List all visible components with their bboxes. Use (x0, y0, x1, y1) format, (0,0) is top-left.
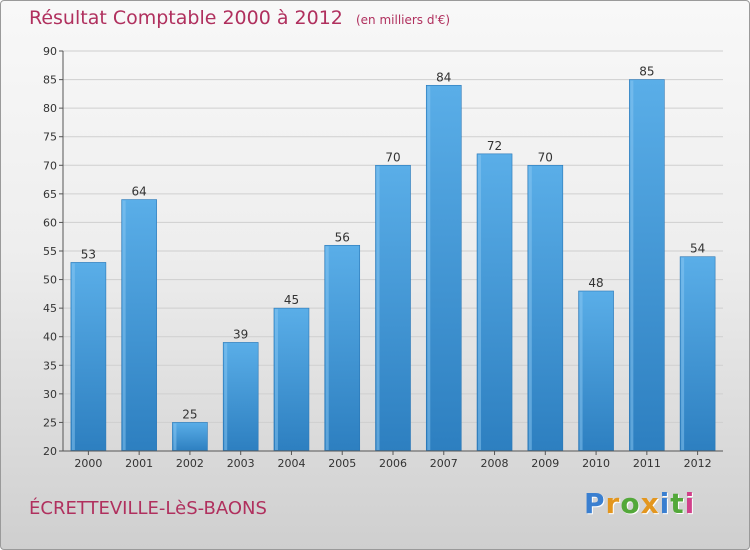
commune-name: ÉCRETTEVILLE-LèS-BAONS (29, 498, 267, 519)
bar (476, 153, 513, 452)
bar (578, 290, 614, 452)
y-tick-label: 90 (43, 45, 57, 58)
chart-title-block: Résultat Comptable 2000 à 2012 (en milli… (29, 7, 450, 29)
bar-highlight (376, 166, 380, 451)
data-label: 72 (487, 139, 502, 153)
data-labels: 53 64 25 39 45 56 70 84 72 70 48 85 54 (81, 65, 706, 422)
data-label: 56 (335, 230, 350, 244)
proxiti-logo: Proxiti (584, 487, 695, 520)
logo-letter: o (620, 487, 641, 520)
bars (70, 79, 716, 452)
data-label: 25 (182, 407, 197, 421)
data-label: 70 (385, 150, 400, 164)
data-label: 53 (81, 247, 96, 261)
logo-letter: P (584, 487, 606, 520)
bar (273, 307, 310, 452)
y-tick-label: 85 (43, 74, 57, 87)
data-label: 84 (436, 70, 451, 84)
data-label: 48 (588, 276, 603, 290)
logo-letter: t (670, 487, 685, 520)
x-tick-label: 2005 (328, 457, 356, 470)
x-tick-label: 2004 (277, 457, 305, 470)
y-tick-label: 80 (43, 102, 57, 115)
y-tick-label: 40 (43, 331, 57, 344)
bar-highlight (274, 309, 278, 450)
x-tick-label: 2006 (379, 457, 407, 470)
bar-highlight (427, 86, 431, 451)
bar (679, 256, 716, 452)
bar-highlight (681, 257, 685, 450)
chart-title: Résultat Comptable 2000 à 2012 (29, 7, 343, 29)
axes: 20 25 30 35 40 45 50 55 60 65 70 75 80 85 90 2000 2001 20… (43, 45, 723, 470)
bar (527, 164, 564, 452)
x-tick-label: 2002 (176, 457, 204, 470)
data-label: 64 (132, 185, 147, 199)
x-tick-label: 2001 (125, 457, 153, 470)
x-tick-label: 2011 (633, 457, 661, 470)
bar-highlight (71, 263, 75, 450)
x-tick-label: 2010 (582, 457, 610, 470)
bar (324, 244, 361, 452)
y-tick-label: 20 (43, 445, 57, 458)
bar-highlight (478, 154, 482, 450)
logo-letter: x (640, 487, 660, 520)
y-tick-label: 60 (43, 216, 57, 229)
y-tick-label: 75 (43, 131, 57, 144)
chart-unit: (en milliers d'€) (355, 13, 451, 27)
y-tick-label: 70 (43, 159, 57, 172)
data-label: 54 (690, 242, 705, 256)
y-tick-label: 55 (43, 245, 57, 258)
y-tick-label: 30 (43, 388, 57, 401)
y-tick-label: 50 (43, 274, 57, 287)
bar-highlight (325, 246, 329, 450)
bar (70, 262, 107, 452)
logo-letter: i (684, 487, 696, 520)
y-tick-label: 45 (43, 302, 57, 315)
data-label: 39 (233, 327, 248, 341)
logo-letter: r (605, 487, 621, 520)
bar-highlight (630, 80, 634, 451)
x-tick-label: 2009 (531, 457, 559, 470)
x-tick-label: 2008 (481, 457, 509, 470)
y-tick-label: 25 (43, 416, 57, 429)
bar (629, 79, 665, 452)
bar-highlight (579, 292, 583, 450)
x-tick-label: 2012 (684, 457, 712, 470)
y-tick-label: 35 (43, 359, 57, 372)
y-tick-label: 65 (43, 188, 57, 201)
bar-highlight (224, 343, 228, 450)
data-label: 45 (284, 293, 299, 307)
bar (121, 199, 157, 452)
x-tick-label: 2007 (430, 457, 458, 470)
bar-highlight (173, 423, 177, 450)
data-label: 70 (538, 150, 553, 164)
bar (425, 84, 462, 452)
bar-highlight (122, 200, 126, 450)
bar (172, 422, 208, 452)
x-tick-label: 2000 (74, 457, 102, 470)
logo-letter: i (659, 487, 671, 520)
bar-highlight (528, 166, 532, 451)
bar (375, 164, 411, 452)
bar (222, 342, 259, 452)
x-tick-label: 2003 (227, 457, 255, 470)
data-label: 85 (639, 65, 654, 79)
